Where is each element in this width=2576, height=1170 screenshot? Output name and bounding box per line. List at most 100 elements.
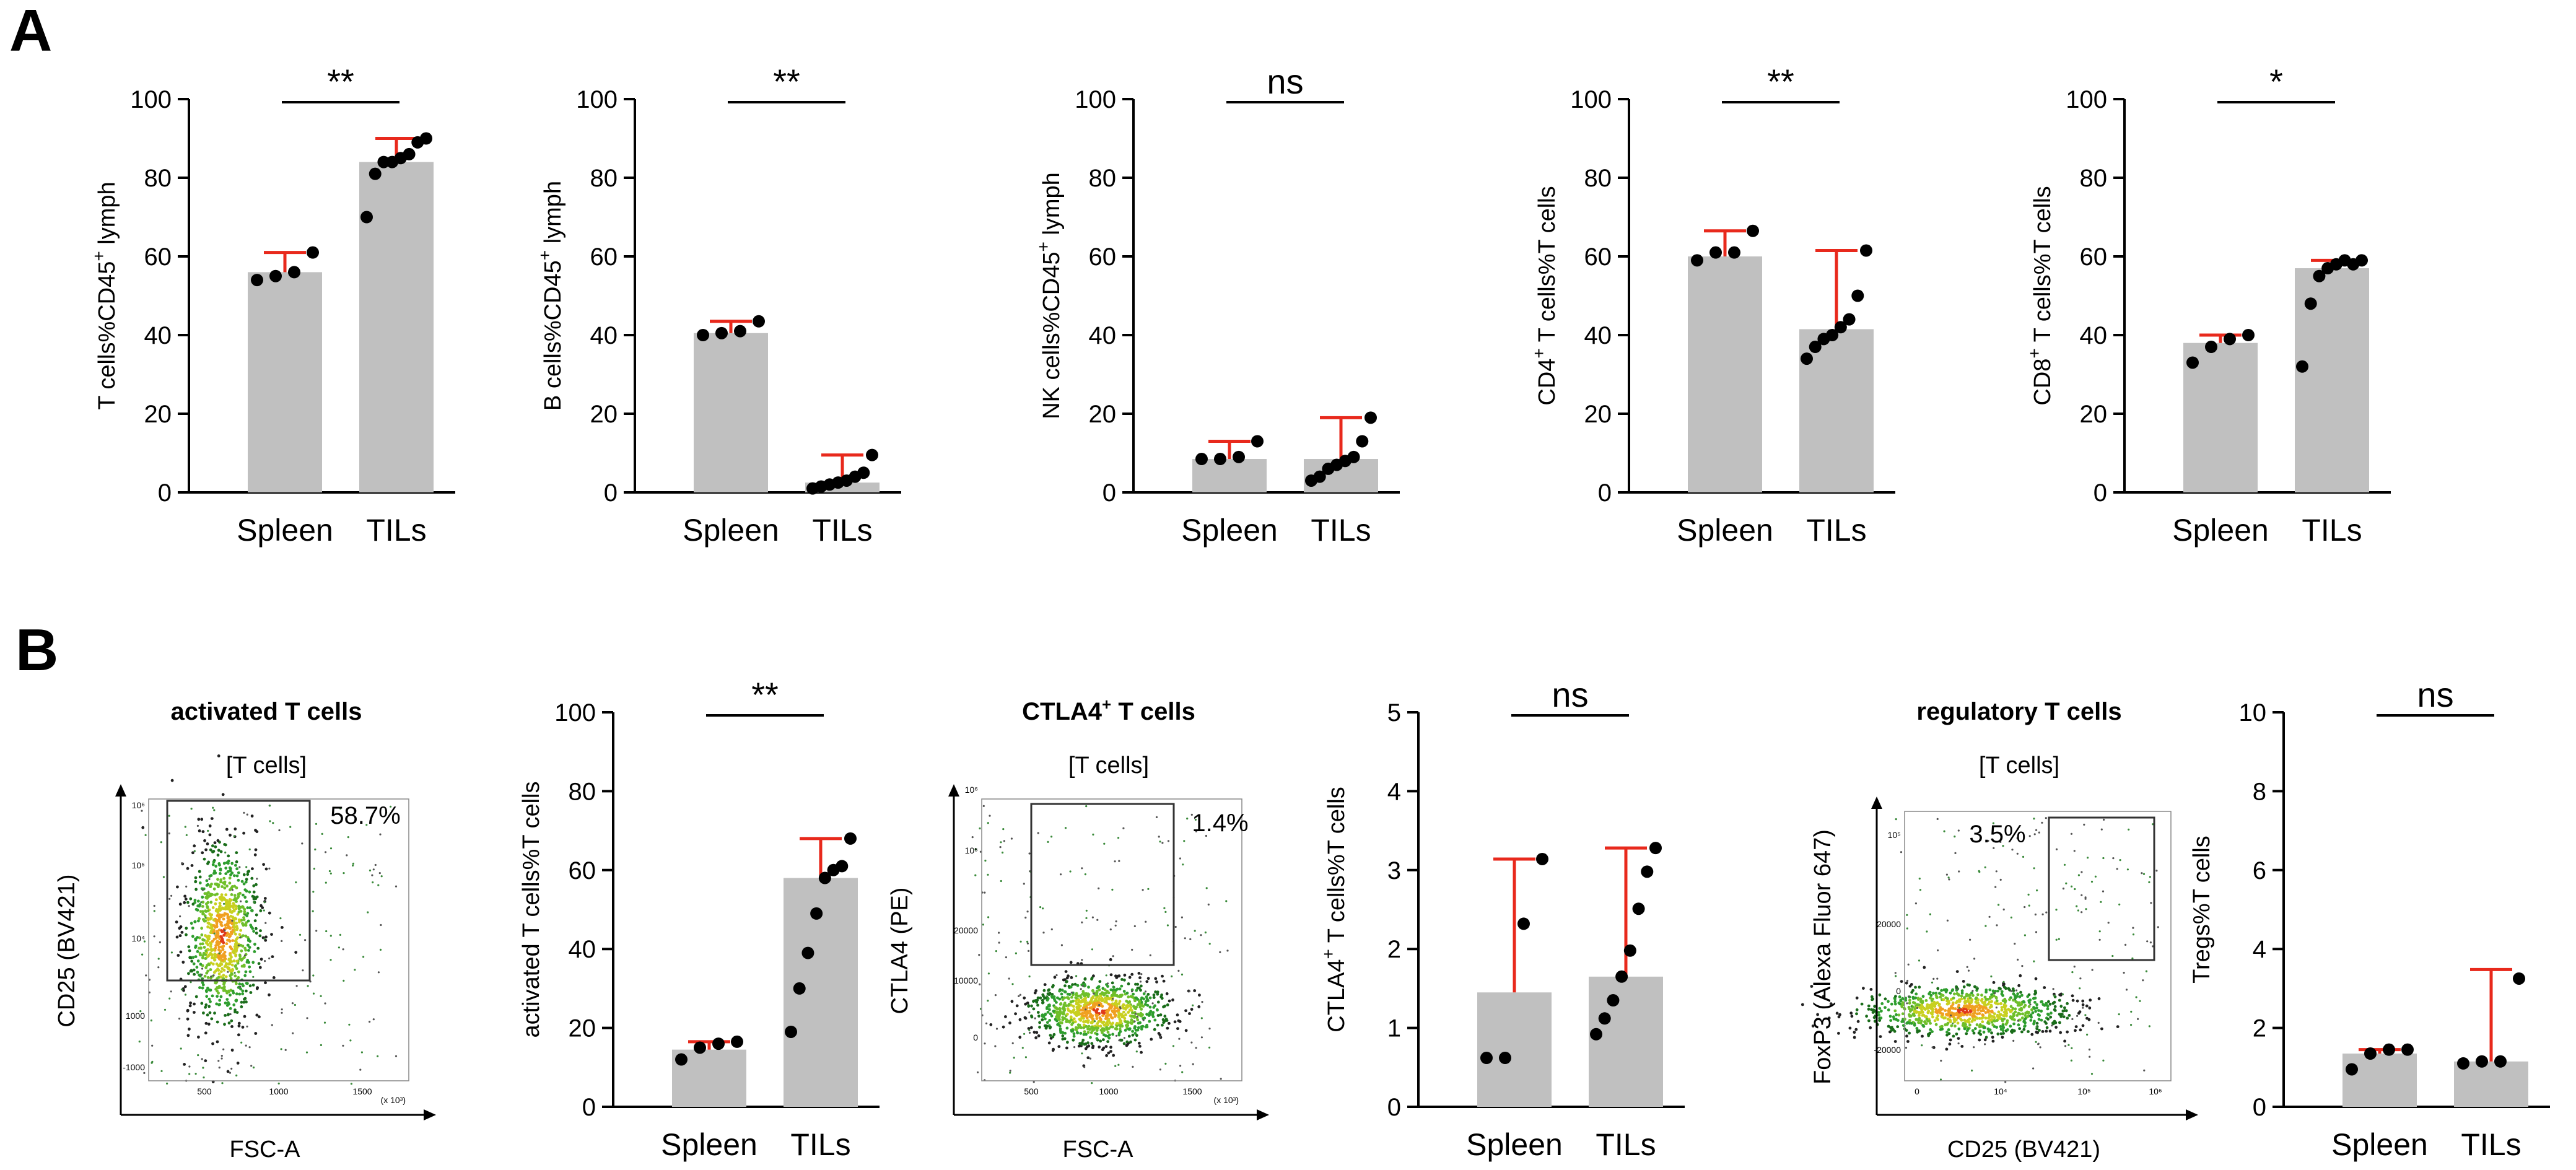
- event-dot: [1921, 1044, 1923, 1047]
- event-dot: [160, 1070, 163, 1072]
- event-dot: [1923, 1020, 1927, 1023]
- event-dot: [1146, 1003, 1150, 1007]
- event-dot: [235, 1011, 239, 1014]
- event-dot: [1027, 1027, 1031, 1030]
- event-dot: [312, 891, 315, 893]
- event-dot: [1156, 1023, 1159, 1027]
- event-dot: [191, 902, 195, 906]
- event-dot: [1963, 1011, 1967, 1014]
- flow-x-unit: (x 10³): [1214, 1095, 1239, 1105]
- event-dot: [378, 872, 381, 875]
- event-dot: [1075, 1031, 1079, 1034]
- event-dot: [281, 1011, 283, 1014]
- event-dot: [214, 902, 217, 906]
- event-dot: [1944, 1009, 1947, 1012]
- event-dot: [1127, 1011, 1130, 1014]
- event-dot: [216, 967, 219, 971]
- event-dot: [1962, 1007, 1966, 1011]
- event-dot: [1077, 1013, 1081, 1016]
- event-dot: [1085, 1019, 1088, 1023]
- event-dot: [214, 981, 218, 985]
- event-dot: [197, 1036, 200, 1039]
- event-dot: [2045, 1029, 2048, 1033]
- event-dot: [1945, 1031, 1949, 1034]
- event-dot: [1083, 977, 1087, 980]
- event-dot: [237, 1024, 241, 1028]
- event-dot: [2081, 1024, 2085, 1028]
- event-dot: [1976, 998, 1980, 1002]
- event-dot: [1125, 1040, 1129, 1044]
- event-dot: [1918, 1016, 1921, 1020]
- event-dot: [1073, 1046, 1076, 1049]
- event-dot: [1076, 1008, 1080, 1011]
- event-dot: [2053, 1008, 2056, 1011]
- event-dot: [1120, 978, 1124, 981]
- event-dot: [295, 985, 298, 987]
- event-dot: [1918, 1029, 1921, 1032]
- y-tick-label: 100: [2066, 86, 2107, 113]
- event-dot: [1080, 1042, 1083, 1046]
- event-dot: [1991, 1039, 1995, 1043]
- event-dot: [1855, 1012, 1858, 1016]
- event-dot: [164, 1008, 167, 1011]
- event-dot: [1083, 1066, 1086, 1068]
- event-dot: [2002, 1003, 2006, 1006]
- significance-label: *: [2269, 62, 2283, 101]
- event-dot: [180, 930, 184, 934]
- event-dot: [1154, 977, 1158, 980]
- event-dot: [1095, 1017, 1099, 1020]
- event-dot: [994, 994, 997, 997]
- event-dot: [198, 829, 201, 832]
- event-dot: [195, 966, 199, 969]
- y-tick-label: 0: [1387, 1094, 1401, 1121]
- event-dot: [217, 991, 220, 995]
- event-dot: [1970, 991, 1973, 995]
- event-dot: [984, 891, 986, 894]
- event-dot: [1856, 1019, 1860, 1023]
- event-dot: [1065, 980, 1068, 984]
- event-dot: [1046, 1007, 1049, 1010]
- event-dot: [1971, 1069, 1973, 1072]
- event-dot: [352, 862, 355, 865]
- event-dot: [1106, 1034, 1110, 1038]
- event-dot: [2100, 901, 2102, 903]
- event-dot: [1085, 1008, 1087, 1011]
- event-dot: [2074, 1025, 2078, 1028]
- event-dot: [233, 835, 235, 837]
- event-dot: [1166, 1003, 1169, 1006]
- event-dot: [226, 1070, 230, 1073]
- event-dot: [230, 910, 234, 914]
- event-dot: [218, 905, 221, 909]
- event-dot: [1086, 1027, 1089, 1031]
- event-dot: [1046, 995, 1048, 998]
- event-dot: [1975, 1016, 1979, 1019]
- event-dot: [2019, 990, 2022, 994]
- event-dot: [264, 981, 267, 985]
- event-dot: [255, 883, 258, 886]
- event-dot: [2041, 821, 2043, 824]
- event-dot: [1091, 1014, 1094, 1018]
- category-label: Spleen: [683, 513, 779, 548]
- event-dot: [194, 888, 198, 891]
- event-dot: [232, 950, 235, 953]
- event-dot: [1905, 1021, 1909, 1025]
- event-dot: [1969, 938, 1971, 941]
- event-dot: [1993, 1012, 1996, 1016]
- event-dot: [312, 974, 315, 977]
- event-dot: [1065, 1026, 1069, 1030]
- event-dot: [1069, 985, 1073, 989]
- event-dot: [1957, 1037, 1960, 1040]
- category-label: Spleen: [2172, 513, 2269, 548]
- event-dot: [1055, 974, 1058, 977]
- event-dot: [2087, 857, 2089, 859]
- data-point: [675, 1053, 688, 1066]
- event-dot: [281, 926, 284, 929]
- event-dot: [1999, 878, 2002, 881]
- event-dot: [2028, 904, 2030, 907]
- event-dot: [246, 1025, 248, 1028]
- event-dot: [1957, 1013, 1960, 1016]
- event-dot: [226, 938, 229, 942]
- y-axis-label: T cells%CD45+ lymph: [89, 181, 120, 409]
